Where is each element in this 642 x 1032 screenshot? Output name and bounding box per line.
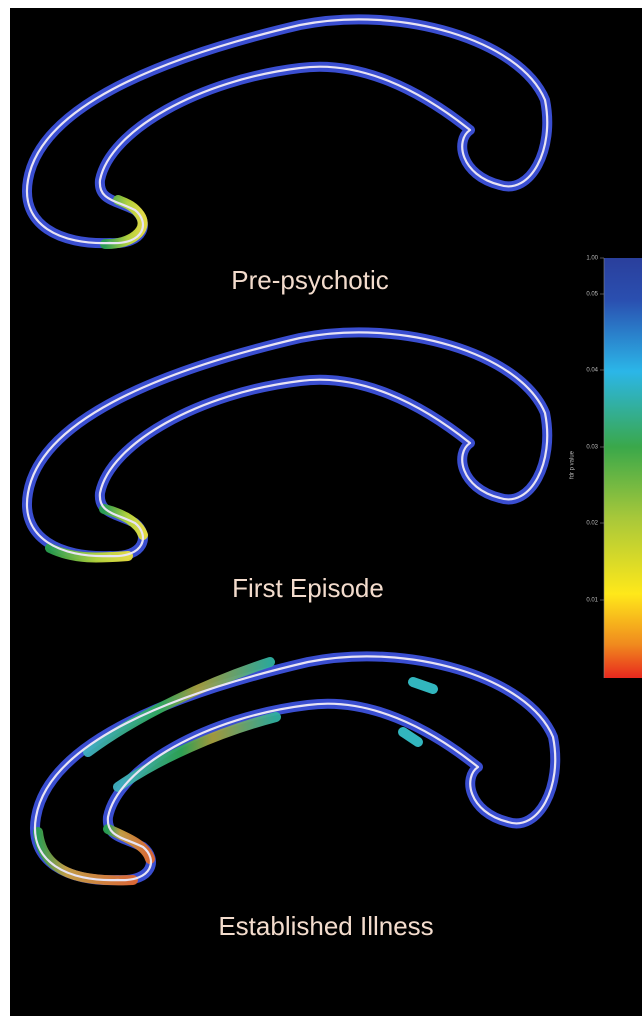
colorbar-tick-label: 0.02 (586, 521, 598, 527)
colorbar-label: fdr p value (570, 450, 576, 479)
panel-label: First Episode (232, 573, 384, 603)
colorbar-tick-label: 1.00 (586, 256, 598, 262)
panel-label: Pre-psychotic (231, 265, 389, 295)
figure: Pre-psychotic First Episode Established … (0, 0, 642, 1032)
colorbar-tick-label: 0.04 (586, 368, 598, 374)
colorbar-tick-label: 0.01 (586, 598, 598, 604)
panel-label: Established Illness (218, 911, 433, 941)
colorbar-scale (604, 258, 642, 678)
colorbar-tick-label: 0.05 (586, 292, 598, 298)
page: Pre-psychotic First Episode Established … (0, 0, 642, 1032)
colorbar-tick-label: 0.03 (586, 445, 598, 451)
